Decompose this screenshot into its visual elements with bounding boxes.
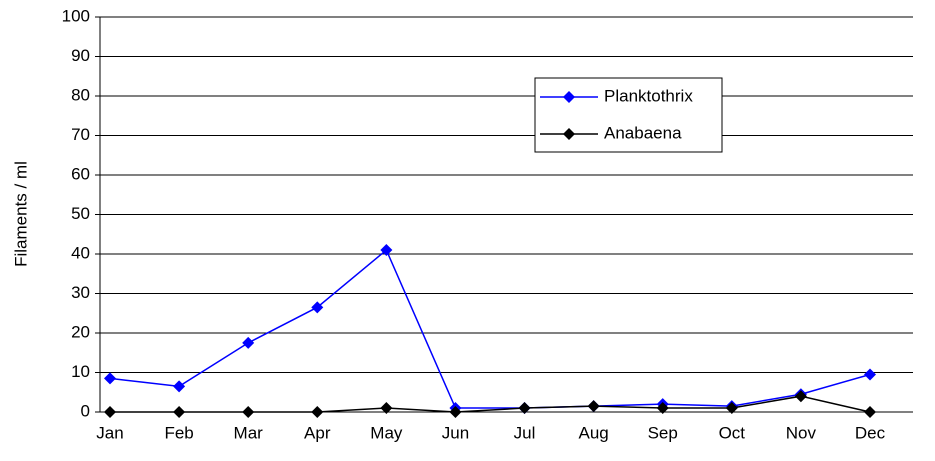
x-tick-label: Apr — [304, 423, 331, 442]
y-tick-label: 50 — [71, 204, 90, 223]
y-tick-label: 20 — [71, 322, 90, 341]
marker — [311, 301, 324, 314]
y-tick-label: 80 — [71, 85, 90, 104]
marker — [173, 380, 186, 393]
x-tick-label: Jul — [514, 423, 536, 442]
marker — [864, 368, 876, 381]
y-tick-label: 60 — [71, 164, 90, 183]
marker — [864, 406, 876, 418]
x-tick-label: Dec — [855, 423, 886, 442]
y-tick-label: 90 — [71, 46, 90, 65]
x-tick-label: Feb — [164, 423, 193, 442]
x-tick-label: Jan — [96, 423, 123, 442]
y-axis-label: Filaments / ml — [11, 161, 30, 267]
y-tick-label: 0 — [81, 401, 90, 420]
marker — [104, 372, 116, 385]
legend-marker — [563, 128, 575, 140]
x-tick-label: Mar — [234, 423, 264, 442]
x-tick-label: May — [370, 423, 403, 442]
marker — [725, 402, 738, 415]
y-tick-label: 40 — [71, 243, 90, 262]
marker — [380, 402, 393, 415]
y-tick-label: 30 — [71, 283, 90, 302]
marker — [173, 406, 186, 418]
marker — [449, 406, 462, 418]
legend-box — [534, 77, 723, 153]
legend-marker — [563, 91, 575, 103]
marker — [794, 390, 807, 403]
marker — [518, 402, 531, 415]
marker — [242, 406, 255, 418]
y-tick-label: 70 — [71, 125, 90, 144]
marker — [587, 400, 600, 413]
marker — [656, 402, 669, 415]
marker — [311, 406, 324, 418]
series-line — [109, 248, 871, 409]
x-tick-label: Oct — [719, 423, 746, 442]
marker — [380, 244, 393, 257]
marker — [242, 336, 255, 349]
x-tick-label: Nov — [786, 423, 817, 442]
marker — [104, 406, 116, 418]
series-line — [110, 395, 871, 413]
x-tick-label: Aug — [579, 423, 609, 442]
x-tick-label: Sep — [648, 423, 678, 442]
x-tick-label: Jun — [442, 423, 469, 442]
y-tick-label: 100 — [62, 6, 90, 25]
y-tick-label: 10 — [71, 362, 90, 381]
legend-label: Planktothrix — [604, 86, 693, 105]
legend-label: Anabaena — [604, 123, 682, 142]
